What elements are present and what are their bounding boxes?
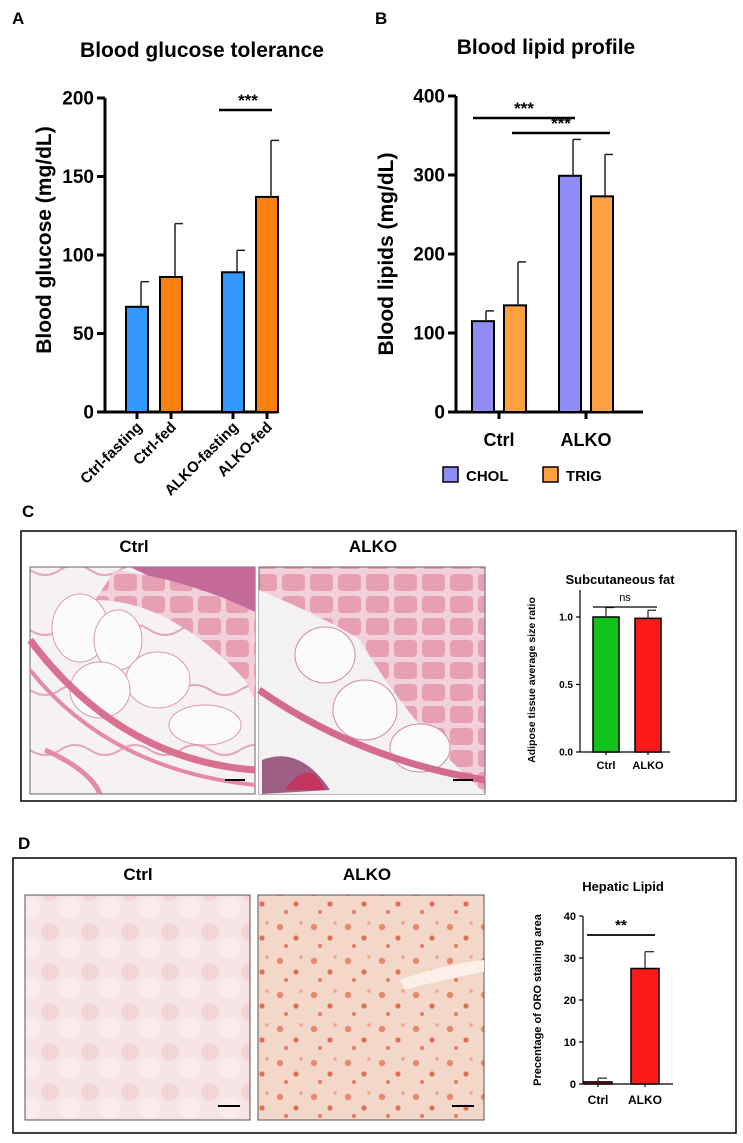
chart-d-bar [630, 967, 660, 1085]
chart-b-legend: CHOL TRIG [442, 466, 602, 485]
chart-c-ylabel: Adipose tissue average size ratio [526, 597, 538, 763]
panel-a-letter: A [12, 9, 24, 28]
panel-a: A Blood glucose tolerance Blood glucose … [12, 9, 324, 499]
chart-b-ylabel: Blood lipids (mg/dL) [375, 153, 398, 356]
chart-a-title: Blood glucose tolerance [80, 39, 324, 62]
chart-a-plot: 050100150200Ctrl-fastingCtrl-fedALKO-fas… [62, 89, 279, 499]
chart-c-y-tick-label: 1.0 [559, 613, 573, 624]
chart-c-bar [634, 617, 662, 753]
legend-swatch-chol [442, 466, 459, 483]
chart-d-x-tick-label: ALKO [628, 1093, 662, 1107]
chart-a-y-tick-label: 0 [83, 403, 94, 424]
chart-d-y-tick-label: 30 [564, 953, 576, 965]
chart-d-title: Hepatic Lipid [582, 879, 664, 894]
chart-b-x-tick-label: ALKO [561, 430, 612, 450]
histology-image-d-alko [257, 894, 485, 1121]
chart-c-y-tick-label: 0.0 [559, 748, 573, 759]
histology-d-alko-label: ALKO [343, 865, 391, 884]
chart-b-bar-trig [590, 195, 614, 413]
chart-b-bar-chol [558, 174, 582, 413]
chart-c-bar [592, 616, 620, 753]
chart-a-y-tick-label: 200 [62, 89, 94, 110]
chart-c-y-tick-label: 0.5 [559, 680, 573, 691]
chart-b-bar-trig [503, 304, 527, 414]
panel-b-letter: B [375, 9, 387, 28]
panel-b: B Blood lipid profile Blood lipids (mg/d… [375, 9, 643, 485]
chart-b-y-tick-label: 100 [413, 324, 445, 345]
chart-c-significance-label: ns [619, 592, 631, 604]
panel-d-frame [12, 857, 737, 1134]
legend-label-chol: CHOL [466, 468, 509, 485]
panel-c: C Ctrl ALKO [20, 502, 737, 802]
histology-c-alko-label: ALKO [349, 537, 397, 556]
chart-c-x-tick-label: Ctrl [597, 760, 616, 772]
chart-c-plot: 0.0 0.5 1.0 Ctrl ALKO ns [559, 590, 670, 772]
histology-image-c-alko [257, 566, 486, 795]
chart-a-y-tick-label: 150 [62, 167, 94, 188]
chart-c-x-tick-label: ALKO [632, 760, 664, 772]
histology-image-d-ctrl [24, 894, 251, 1121]
chart-a-ylabel: Blood glucose (mg/dL) [33, 126, 56, 353]
chart-b-bar-chol [471, 320, 495, 413]
legend-swatch-trig [542, 466, 559, 483]
histology-d-ctrl-label: Ctrl [123, 865, 152, 884]
panel-c-frame [20, 530, 737, 802]
chart-b-y-tick-label: 0 [434, 403, 445, 424]
histology-c-ctrl-label: Ctrl [119, 537, 148, 556]
legend-label-trig: TRIG [566, 468, 602, 485]
chart-a-bar [159, 275, 183, 414]
chart-d-y-tick-label: 0 [570, 1079, 576, 1091]
chart-b-significance-label: *** [514, 99, 534, 118]
panel-d: D Ctrl ALKO Hepatic Lipid Precentage of … [12, 834, 737, 1134]
chart-d-y-tick-label: 20 [564, 995, 576, 1007]
chart-d-plot: 0 10 20 30 40 Ctrl ALKO ** [564, 911, 673, 1107]
chart-b-title: Blood lipid profile [457, 36, 635, 59]
panel-c-letter: C [22, 502, 34, 521]
chart-a-bar [125, 305, 149, 413]
chart-c-title: Subcutaneous fat [565, 572, 675, 587]
chart-d-y-tick-label: 40 [564, 911, 576, 923]
chart-b-plot: 0 100 200 300 400 Ctrl ALKO *** *** [413, 87, 643, 450]
chart-b-x-tick-label: Ctrl [484, 430, 515, 450]
chart-b-y-tick-label: 300 [413, 166, 445, 187]
chart-d-bar [583, 1081, 613, 1085]
chart-b-y-tick-label: 400 [413, 87, 445, 108]
chart-a-y-tick-label: 100 [62, 246, 94, 267]
chart-d-ylabel: Precentage of ORO staining area [532, 913, 544, 1086]
chart-a-bar [221, 271, 245, 413]
chart-a-y-tick-label: 50 [73, 324, 94, 345]
chart-b-y-tick-label: 200 [413, 245, 445, 266]
chart-d-significance-label: ** [615, 917, 627, 934]
panel-d-letter: D [18, 834, 30, 853]
histology-image-c-ctrl [27, 566, 256, 796]
chart-a-significance-label: *** [238, 91, 258, 110]
chart-d-y-tick-label: 10 [564, 1037, 576, 1049]
chart-a-bar [255, 195, 279, 413]
chart-b-significance-label: *** [551, 114, 571, 133]
chart-d-x-tick-label: Ctrl [588, 1093, 609, 1107]
